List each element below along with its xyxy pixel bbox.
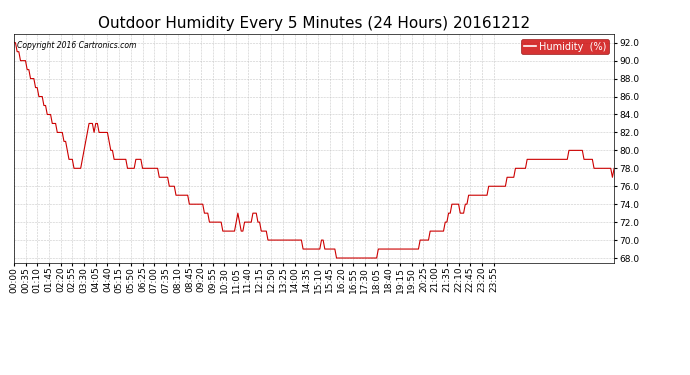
Title: Outdoor Humidity Every 5 Minutes (24 Hours) 20161212: Outdoor Humidity Every 5 Minutes (24 Hou…: [98, 16, 530, 31]
Text: Copyright 2016 Cartronics.com: Copyright 2016 Cartronics.com: [17, 40, 136, 50]
Legend: Humidity  (%): Humidity (%): [522, 39, 609, 54]
